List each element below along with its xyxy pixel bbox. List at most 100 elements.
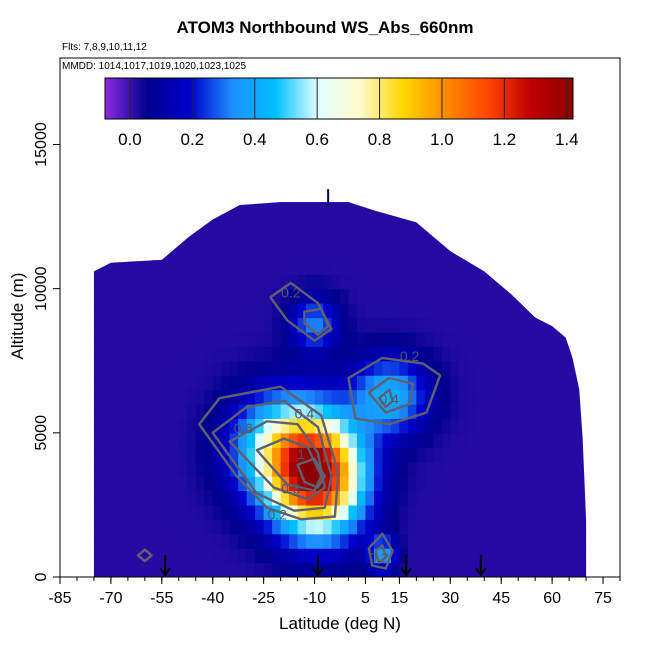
heatmap-cell <box>416 404 426 420</box>
heatmap-cell <box>492 274 502 290</box>
heatmap-cell <box>356 259 367 275</box>
heatmap-cell <box>314 202 324 218</box>
heatmap-cell <box>178 317 188 333</box>
heatmap-cell <box>297 548 307 564</box>
heatmap-cell <box>373 216 384 232</box>
heatmap-cell <box>407 389 417 405</box>
heatmap-cell <box>161 375 171 391</box>
heatmap-cell <box>314 274 324 290</box>
heatmap-cell <box>450 375 460 391</box>
heatmap-cell <box>178 461 188 477</box>
heatmap-cell <box>178 346 188 362</box>
heatmap-cell <box>331 317 341 333</box>
heatmap-cell <box>569 432 579 448</box>
contour-layer <box>136 281 442 570</box>
heatmap-cell <box>475 288 485 304</box>
heatmap-cell <box>77 433 86 448</box>
contour-label: 0.2 <box>281 284 301 300</box>
heatmap-cell <box>314 216 324 232</box>
heatmap-cell <box>187 562 197 577</box>
heatmap-cell <box>484 432 494 448</box>
heatmap-cell <box>501 288 511 304</box>
heatmap-cell <box>68 260 77 275</box>
heatmap-cell <box>348 432 358 448</box>
heatmap-cell <box>356 274 367 290</box>
heatmap-cell <box>221 303 231 319</box>
heatmap-cell <box>373 504 384 520</box>
heatmap-cell <box>569 375 579 391</box>
heatmap-cell <box>204 461 214 477</box>
heatmap-cell <box>170 519 180 535</box>
heatmap-cell <box>263 476 273 492</box>
heatmap-cell <box>407 548 417 564</box>
heatmap-cell <box>365 404 375 420</box>
heatmap-cell <box>458 389 468 405</box>
heatmap-cell <box>552 346 562 362</box>
heatmap-cell <box>433 533 443 549</box>
heatmap-cell <box>586 533 587 549</box>
heatmap-cell <box>178 202 188 218</box>
heatmap-cell <box>187 331 197 347</box>
heatmap-cell <box>297 533 307 549</box>
heatmap-cell <box>424 418 434 434</box>
heatmap-cell <box>450 331 460 347</box>
heatmap-cell <box>93 303 104 319</box>
heatmap-cell <box>221 533 231 549</box>
heatmap-cell <box>526 317 536 333</box>
heatmap-cell <box>68 332 77 347</box>
heatmap-cell <box>509 317 519 333</box>
heatmap-cell <box>569 360 579 376</box>
heatmap-cell <box>467 504 477 520</box>
heatmap-cell <box>306 317 316 333</box>
heatmap-cell <box>255 303 265 319</box>
contour-line <box>303 307 330 336</box>
heatmap-cell <box>170 447 180 463</box>
heatmap-cell <box>501 533 511 549</box>
heatmap-cell <box>127 404 137 420</box>
heatmap-cell <box>204 432 214 448</box>
heatmap-cell <box>356 375 367 391</box>
heatmap-cell <box>390 259 400 275</box>
heatmap-cell <box>458 331 468 347</box>
heatmap-cell <box>110 504 120 520</box>
heatmap-cell <box>60 505 69 520</box>
heatmap-cell <box>212 490 222 506</box>
heatmap-cell <box>356 288 367 304</box>
heatmap-cell <box>603 260 612 275</box>
heatmap-cell <box>255 548 265 564</box>
heatmap-cell <box>390 418 400 434</box>
heatmap-cell <box>195 317 205 333</box>
heatmap-cell <box>560 202 570 218</box>
heatmap-cell <box>577 231 587 247</box>
heatmap-cell <box>306 259 316 275</box>
heatmap-cell <box>365 490 375 506</box>
x-tick-label: 75 <box>594 590 612 607</box>
heatmap-cell <box>238 216 248 232</box>
heatmap-cell <box>136 389 146 405</box>
heatmap-cell <box>603 188 612 203</box>
heatmap-cell <box>178 404 188 420</box>
heatmap-cell <box>212 548 222 564</box>
heatmap-cell <box>382 216 392 232</box>
heatmap-cell <box>93 504 95 520</box>
heatmap-cell <box>399 331 409 347</box>
heatmap-cell <box>348 504 358 520</box>
colorbar: 0.0 0.2 0.4 0.6 0.8 1.0 1.2 1.4 <box>104 77 579 149</box>
heatmap-cell <box>577 274 587 290</box>
heatmap-cell <box>60 433 69 448</box>
heatmap-cell <box>323 418 333 434</box>
heatmap-cell <box>331 533 341 549</box>
heatmap-cell <box>467 288 477 304</box>
heatmap-cell <box>331 202 341 218</box>
heatmap-cell <box>153 389 163 405</box>
heatmap-cell <box>331 245 341 261</box>
heatmap-cell <box>441 274 451 290</box>
heatmap-cell <box>246 504 256 520</box>
heatmap-cell <box>289 202 299 218</box>
heatmap-cell <box>552 476 562 492</box>
heatmap-cell <box>467 303 477 319</box>
heatmap-cell <box>552 404 562 420</box>
heatmap-cell <box>569 418 579 434</box>
heatmap-cell <box>153 418 163 434</box>
